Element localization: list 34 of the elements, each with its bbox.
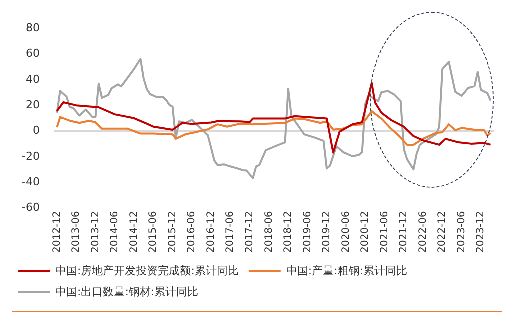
legend-label: 中国:产量:粗钢:累计同比 (286, 264, 408, 278)
x-tick-label: 2013-06 (71, 211, 82, 254)
x-tick-label: 2016-06 (186, 211, 198, 254)
y-tick-label: 0 (32, 124, 40, 138)
x-tick-label: 2015-12 (167, 211, 178, 254)
x-tick-label: 2019-06 (302, 211, 314, 254)
x-tick-label: 2019-12 (322, 211, 333, 254)
y-tick-label: 80 (26, 21, 40, 34)
x-tick-label: 2021-12 (398, 211, 410, 254)
x-tick-label: 2014-12 (128, 211, 140, 254)
x-tick-label: 2022-06 (418, 211, 429, 254)
x-tick-label: 2015-06 (148, 211, 160, 254)
x-tick-label: 2020-06 (340, 211, 352, 254)
x-tick-label: 2017-06 (225, 211, 236, 254)
y-tick-label: -40 (22, 175, 40, 188)
x-tick-label: 2014-06 (110, 211, 121, 254)
x-tick-label: 2022-12 (437, 211, 448, 254)
x-tick-label: 2020-12 (360, 211, 372, 254)
x-tick-label: 2017-12 (244, 211, 256, 254)
legend-label: 中国:房地产开发投资完成额:累计同比 (56, 264, 239, 278)
x-tick-label: 2021-06 (379, 211, 390, 254)
x-tick-label: 2023-12 (476, 211, 487, 254)
x-tick-label: 2018-12 (283, 211, 294, 254)
y-tick-label: 40 (26, 72, 40, 86)
y-tick-label: 20 (26, 98, 40, 112)
y-tick-label: -20 (22, 150, 40, 163)
legend-label: 中国:出口数量:钢材:累计同比 (56, 285, 199, 298)
x-tick-label: 2023-06 (456, 211, 468, 254)
x-tick-label: 2013-12 (90, 211, 102, 254)
y-tick-label: -60 (22, 201, 40, 214)
x-tick-label: 2018-06 (264, 211, 275, 254)
x-tick-label: 2012-12 (52, 211, 63, 254)
y-tick-label: 60 (26, 47, 40, 60)
x-tick-label: 2016-12 (206, 211, 217, 254)
